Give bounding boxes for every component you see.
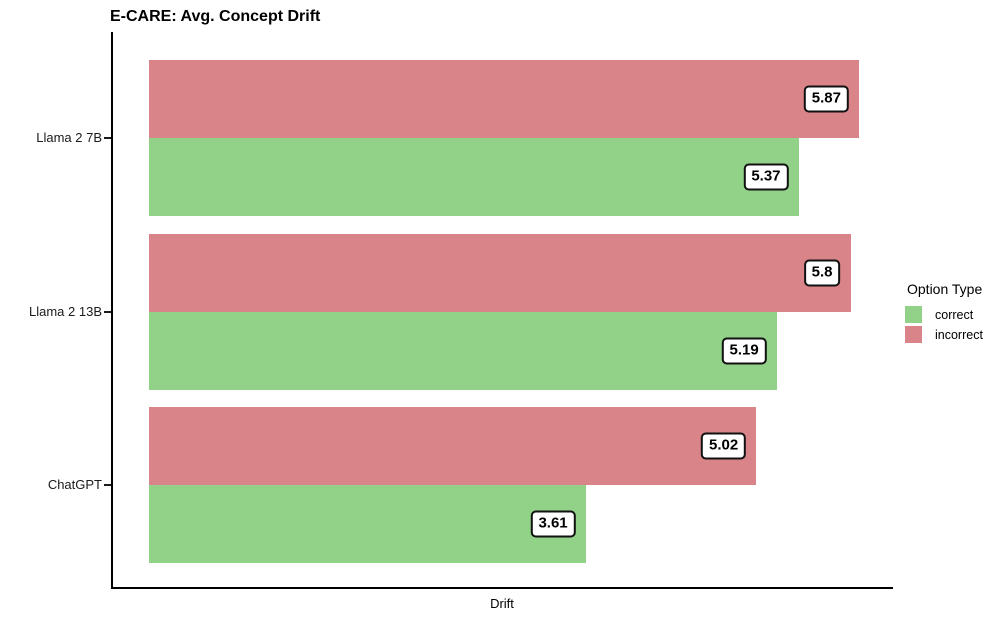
bar-value-label: 5.02 [700, 432, 747, 460]
bar-incorrect [149, 407, 757, 485]
legend-item-correct: correct [905, 306, 1001, 323]
plot-panel: 5.87 5.37 5.8 5.19 5.02 3.61 [111, 32, 893, 589]
bar-correct [149, 312, 777, 390]
legend-swatch-incorrect-icon [905, 326, 922, 343]
bar-correct [149, 485, 586, 563]
bar-value-label: 5.19 [721, 337, 767, 365]
bar-correct [149, 138, 799, 216]
legend-item-incorrect: incorrect [905, 326, 1001, 343]
bar-value-label: 5.37 [743, 163, 789, 191]
bar-value-label: 3.61 [530, 510, 576, 538]
bar-incorrect [149, 60, 859, 138]
bar-value-label: 5.8 [803, 259, 841, 287]
y-tick-mark [104, 311, 111, 313]
legend: Option Type correct incorrect [905, 281, 1001, 346]
bar-incorrect [149, 234, 851, 312]
bar-value-label: 5.87 [803, 85, 849, 113]
legend-label: correct [935, 307, 974, 322]
y-tick-label: Llama 2 7B [36, 130, 102, 145]
y-tick-mark [104, 137, 111, 139]
x-axis-title: Drift [490, 596, 514, 611]
legend-title: Option Type [907, 281, 983, 297]
chart-title: E-CARE: Avg. Concept Drift [110, 8, 321, 25]
y-tick-label: Llama 2 13B [29, 304, 102, 319]
y-tick-mark [104, 484, 111, 486]
legend-swatch-correct-icon [905, 306, 922, 323]
legend-label: incorrect [935, 327, 983, 342]
y-tick-label: ChatGPT [47, 477, 102, 492]
